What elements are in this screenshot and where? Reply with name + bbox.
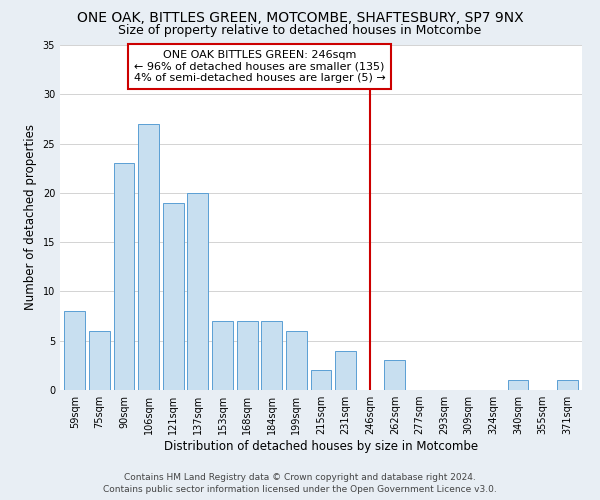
Bar [138, 124, 159, 390]
Bar [508, 380, 529, 390]
Bar [286, 331, 307, 390]
Text: Contains HM Land Registry data © Crown copyright and database right 2024.
Contai: Contains HM Land Registry data © Crown c… [103, 472, 497, 494]
Bar [236, 321, 257, 390]
Bar [212, 321, 233, 390]
Bar [64, 311, 85, 390]
Text: ONE OAK BITTLES GREEN: 246sqm
← 96% of detached houses are smaller (135)
4% of s: ONE OAK BITTLES GREEN: 246sqm ← 96% of d… [134, 50, 385, 83]
Bar [261, 321, 282, 390]
Text: Size of property relative to detached houses in Motcombe: Size of property relative to detached ho… [118, 24, 482, 37]
Bar [335, 350, 356, 390]
Bar [187, 193, 208, 390]
Text: ONE OAK, BITTLES GREEN, MOTCOMBE, SHAFTESBURY, SP7 9NX: ONE OAK, BITTLES GREEN, MOTCOMBE, SHAFTE… [77, 11, 523, 25]
Bar [113, 164, 134, 390]
Y-axis label: Number of detached properties: Number of detached properties [24, 124, 37, 310]
Bar [163, 202, 184, 390]
Bar [89, 331, 110, 390]
Bar [557, 380, 578, 390]
Bar [311, 370, 331, 390]
Bar [385, 360, 406, 390]
X-axis label: Distribution of detached houses by size in Motcombe: Distribution of detached houses by size … [164, 440, 478, 453]
